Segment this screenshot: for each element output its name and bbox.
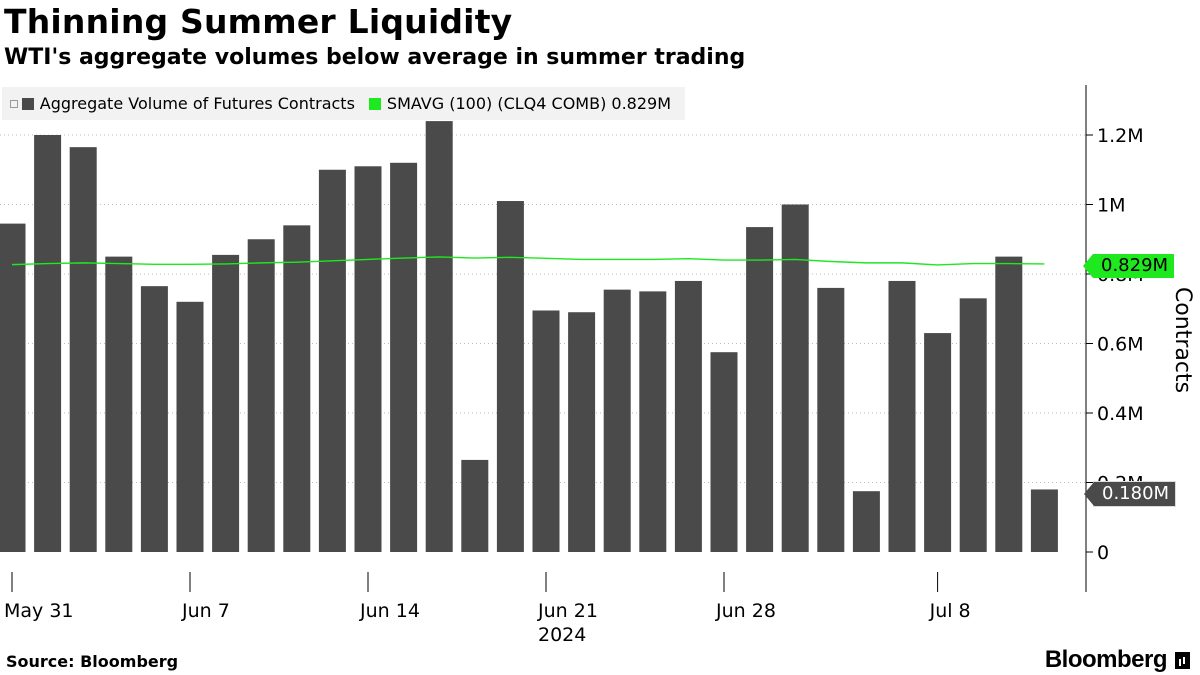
bar-jul-10 — [995, 256, 1023, 552]
source-note: Source: Bloomberg — [6, 652, 179, 671]
last-value-tag: 0.180M — [1083, 481, 1177, 507]
x-tick-label-1: Jun 7 — [181, 600, 230, 622]
bar-jun-13 — [318, 169, 346, 552]
y-tick-label-3: 0.6M — [1097, 334, 1144, 356]
y-tick-label-0: 0 — [1097, 542, 1109, 564]
chart-subtitle: WTI's aggregate volumes below average in… — [4, 45, 746, 70]
bar-jul-5 — [888, 280, 916, 552]
bar-jun-21 — [532, 310, 560, 552]
legend-swatch-volume — [21, 97, 34, 110]
bar-jun-18 — [425, 121, 453, 552]
legend-handle-icon[interactable] — [10, 99, 18, 108]
bar-jun-20 — [496, 201, 524, 552]
y-tick-label-5: 1M — [1097, 195, 1125, 217]
y-tick-label-6: 1.2M — [1097, 125, 1144, 147]
bar-jul-4 — [852, 491, 880, 552]
bar-jun-24 — [568, 312, 596, 552]
x-tick-label-2: Jun 14 — [359, 600, 420, 622]
bar-jun-28 — [710, 352, 738, 552]
bar-jul-11 — [1030, 489, 1058, 552]
x-tick-label-5: Jul 8 — [929, 600, 971, 622]
bar-jun-4 — [69, 147, 97, 552]
bar-jun-3 — [34, 135, 62, 552]
legend-item-volume[interactable]: Aggregate Volume of Futures Contracts — [21, 94, 355, 113]
y-axis-title: Contracts — [1170, 287, 1195, 393]
x-tick-label-4: Jun 28 — [715, 600, 776, 622]
avg-value-tag: 0.829M — [1082, 254, 1175, 278]
legend-swatch-smavg — [368, 97, 381, 110]
x-tick-label-3: Jun 21 — [537, 600, 598, 622]
legend-item-smavg[interactable]: SMAVG (100) (CLQ4 COMB) 0.829M — [368, 94, 671, 113]
bar-jun-10 — [212, 254, 240, 552]
bar-jul-9 — [959, 298, 987, 552]
bar-jun-11 — [247, 239, 275, 552]
chart-legend: Aggregate Volume of Futures Contracts SM… — [2, 87, 685, 120]
bar-jun-7 — [176, 301, 204, 552]
bloomberg-bars-icon — [1175, 651, 1190, 669]
bar-jun-12 — [283, 225, 311, 552]
bar-jul-3 — [817, 287, 845, 552]
bar-jun-17 — [390, 162, 418, 553]
chart-title: Thinning Summer Liquidity — [4, 2, 513, 41]
bar-jun-27 — [674, 280, 702, 552]
bar-may-31 — [0, 223, 26, 553]
bar-jun-25 — [603, 289, 631, 552]
bar-jun-6 — [140, 286, 168, 552]
bar-jul-2 — [781, 204, 809, 552]
bar-jun-26 — [639, 291, 667, 552]
y-tick-label-2: 0.4M — [1097, 403, 1144, 425]
x-year-label: 2024 — [538, 624, 586, 646]
bar-jul-8 — [924, 333, 952, 552]
brand-logo: Bloomberg — [1045, 646, 1190, 674]
bar-jun-5 — [105, 256, 133, 552]
bar-jun-14 — [354, 166, 382, 552]
x-tick-label-0: May 31 — [4, 600, 74, 622]
bar-jul-1 — [746, 227, 774, 552]
smavg-line — [11, 256, 1045, 266]
legend-label-volume: Aggregate Volume of Futures Contracts — [39, 94, 355, 113]
brand-name: Bloomberg — [1044, 646, 1168, 673]
bar-jun-19 — [461, 459, 489, 552]
legend-label-smavg: SMAVG (100) (CLQ4 COMB) 0.829M — [386, 94, 671, 113]
